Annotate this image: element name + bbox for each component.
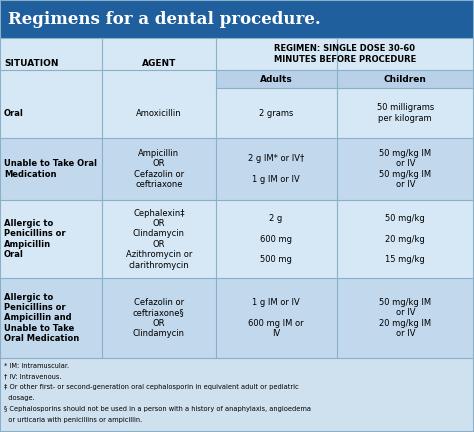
Bar [0,358,474,432]
Text: 50 mg/kg

20 mg/kg

15 mg/kg: 50 mg/kg 20 mg/kg 15 mg/kg [385,214,425,264]
Bar [0,88,474,138]
Text: AGENT: AGENT [142,58,176,67]
Text: 2 g

600 mg

500 mg: 2 g 600 mg 500 mg [260,214,292,264]
Text: SITUATION: SITUATION [4,58,58,67]
Bar [0,278,474,358]
Text: 50 milligrams
per kilogram: 50 milligrams per kilogram [377,103,434,123]
Text: Allergic to
Penicillins or
Ampicillin and
Unable to Take
Oral Medication: Allergic to Penicillins or Ampicillin an… [4,293,79,343]
Text: Children: Children [384,74,427,83]
Text: dosage.: dosage. [4,395,35,401]
Bar [216,70,474,88]
Bar [0,200,474,278]
Text: 1 g IM or IV

600 mg IM or
IV: 1 g IM or IV 600 mg IM or IV [248,298,304,338]
Bar [0,38,474,88]
Text: ‡ Or other first- or second-generation oral cephalosporin in equivalent adult or: ‡ Or other first- or second-generation o… [4,384,299,391]
Text: Adults: Adults [260,74,292,83]
Text: 50 mg/kg IM
or IV
50 mg/kg IM
or IV: 50 mg/kg IM or IV 50 mg/kg IM or IV [379,149,431,189]
Text: Amoxicillin: Amoxicillin [136,108,182,118]
Text: 50 mg/kg IM
or IV
20 mg/kg IM
or IV: 50 mg/kg IM or IV 20 mg/kg IM or IV [379,298,431,338]
Text: REGIMEN: SINGLE DOSE 30-60
MINUTES BEFORE PROCEDURE: REGIMEN: SINGLE DOSE 30-60 MINUTES BEFOR… [273,44,416,64]
Text: * IM: Intramuscular.: * IM: Intramuscular. [4,362,69,368]
Text: Regimens for a dental procedure.: Regimens for a dental procedure. [8,10,321,28]
Text: 2 grams: 2 grams [259,108,293,118]
Text: Cefazolin or
ceftriaxone§
OR
Clindamycin: Cefazolin or ceftriaxone§ OR Clindamycin [133,298,185,338]
Text: † IV: Intravenous.: † IV: Intravenous. [4,374,62,379]
Bar [0,138,474,200]
Text: 2 g IM* or IV†

1 g IM or IV: 2 g IM* or IV† 1 g IM or IV [248,154,304,184]
Text: § Cephalosporins should not be used in a person with a history of anaphylaxis, a: § Cephalosporins should not be used in a… [4,406,311,412]
Text: Allergic to
Penicillins or
Ampicillin
Oral: Allergic to Penicillins or Ampicillin Or… [4,219,65,259]
Text: Oral: Oral [4,108,24,118]
Text: Unable to Take Oral
Medication: Unable to Take Oral Medication [4,159,97,179]
Text: or urticaria with penicillins or ampicillin.: or urticaria with penicillins or ampicil… [4,417,142,423]
Text: Cephalexin‡
OR
Clindamycin
OR
Azithromycin or
clarithromycin: Cephalexin‡ OR Clindamycin OR Azithromyc… [126,209,192,270]
Bar [0,0,474,38]
Text: Ampicillin
OR
Cefazolin or
ceftriaxone: Ampicillin OR Cefazolin or ceftriaxone [134,149,184,189]
